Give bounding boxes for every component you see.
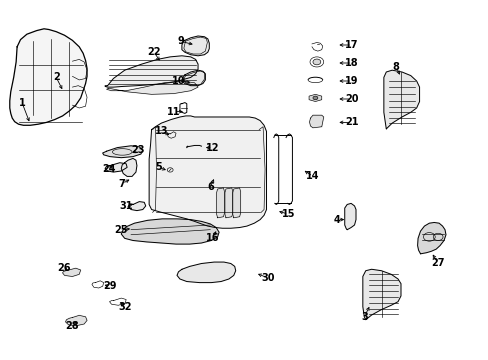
Polygon shape <box>62 268 81 276</box>
Text: 14: 14 <box>305 171 319 181</box>
Text: 29: 29 <box>103 281 117 291</box>
Text: 17: 17 <box>345 40 358 50</box>
Polygon shape <box>128 202 145 211</box>
Polygon shape <box>177 262 235 283</box>
Polygon shape <box>224 188 232 218</box>
Polygon shape <box>309 115 323 128</box>
Text: 24: 24 <box>102 164 115 174</box>
Text: 26: 26 <box>57 263 70 273</box>
Text: 25: 25 <box>114 225 128 235</box>
Polygon shape <box>417 222 445 254</box>
Text: 28: 28 <box>65 321 79 331</box>
Text: 13: 13 <box>154 126 168 136</box>
Polygon shape <box>344 203 355 230</box>
Polygon shape <box>232 188 240 218</box>
Text: 7: 7 <box>119 179 125 189</box>
Polygon shape <box>65 315 87 326</box>
Text: 32: 32 <box>118 302 131 312</box>
Polygon shape <box>149 116 266 228</box>
Text: 16: 16 <box>205 233 219 243</box>
Polygon shape <box>182 70 205 86</box>
Polygon shape <box>106 81 198 94</box>
Polygon shape <box>182 36 209 56</box>
Text: 19: 19 <box>345 76 358 86</box>
Text: 1: 1 <box>19 98 25 108</box>
Text: 23: 23 <box>131 145 144 156</box>
Polygon shape <box>10 29 87 125</box>
Text: 2: 2 <box>53 72 60 82</box>
Text: 18: 18 <box>345 58 358 68</box>
Polygon shape <box>105 56 198 87</box>
Polygon shape <box>308 94 321 102</box>
Circle shape <box>312 59 320 65</box>
Text: 5: 5 <box>155 162 162 172</box>
Text: 20: 20 <box>345 94 358 104</box>
Text: 9: 9 <box>177 36 184 46</box>
Text: 30: 30 <box>261 273 274 283</box>
Text: 4: 4 <box>333 215 340 225</box>
Polygon shape <box>362 269 400 320</box>
Text: 27: 27 <box>430 258 444 268</box>
Text: 31: 31 <box>119 201 133 211</box>
Text: 11: 11 <box>166 107 180 117</box>
Text: 12: 12 <box>205 143 219 153</box>
Circle shape <box>312 96 317 100</box>
Polygon shape <box>102 146 142 158</box>
Polygon shape <box>216 188 224 218</box>
Polygon shape <box>121 219 219 244</box>
Text: 22: 22 <box>147 47 161 57</box>
Text: 6: 6 <box>206 182 213 192</box>
Text: 8: 8 <box>392 62 399 72</box>
Text: 15: 15 <box>281 209 295 219</box>
Text: 10: 10 <box>171 76 185 86</box>
Polygon shape <box>121 158 137 176</box>
Text: 3: 3 <box>360 312 367 322</box>
Text: 21: 21 <box>345 117 358 127</box>
Polygon shape <box>105 163 127 172</box>
Polygon shape <box>383 70 419 129</box>
